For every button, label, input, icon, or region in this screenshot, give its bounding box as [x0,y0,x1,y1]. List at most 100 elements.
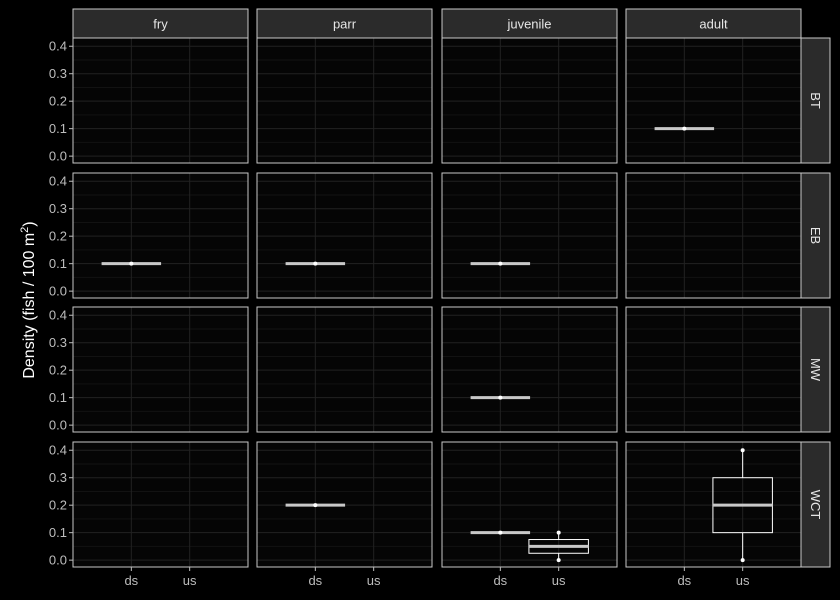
panel-background [626,38,801,163]
y-axis-title-main: Density (fish / 100 m [21,233,38,379]
panel-border [72,441,249,568]
panel-background [73,173,248,298]
panel-WCT-fry [72,441,249,568]
y-tick-label: 0.3 [49,335,67,350]
x-tick-label-us: us [367,573,381,588]
y-tick-label: 0.4 [49,174,67,189]
panel-BT-adult [625,37,802,164]
y-axis-title-close: ) [21,221,38,226]
data-point [129,261,134,266]
y-tick-label: 0.3 [49,66,67,81]
boxplot-WCT-juvenile-ds [470,530,531,535]
panel-WCT-juvenile [441,441,618,568]
panel-border [441,37,618,164]
panel-border [256,172,433,299]
panel-background [442,442,617,567]
panel-BT-fry [72,37,249,164]
panel-MW-adult [625,306,802,433]
panel-border [72,306,249,433]
data-point [556,530,561,535]
boxplot-WCT-adult-us [712,448,773,563]
x-tick-label-ds: ds [124,573,138,588]
y-axis-title: Density (fish / 100 m2) [19,221,38,378]
facet-label-EB: EB [808,227,823,244]
facet-label-fry: fry [153,17,168,32]
panel-background [626,173,801,298]
y-tick-label: 0.4 [49,39,67,54]
panel-background [257,38,432,163]
data-point [556,558,561,563]
panel-border [625,37,802,164]
panel-border [625,172,802,299]
y-tick-label: 0.0 [49,284,67,299]
panel-border [441,172,618,299]
panel-background [257,307,432,432]
data-point [313,261,318,266]
panel-background [442,38,617,163]
data-point [498,530,503,535]
data-point [740,448,745,453]
boxplot-MW-juvenile-ds [470,395,531,400]
y-axis-title-superscript: 2 [19,227,31,233]
panel-EB-adult [625,172,802,299]
boxplot-EB-juvenile-ds [470,261,531,266]
panel-border [441,441,618,568]
facet-label-BT: BT [808,92,823,109]
facet-strip-WCT [800,441,831,568]
panel-MW-fry [72,306,249,433]
facet-strip-BT [800,37,831,164]
panel-MW-juvenile [441,306,618,433]
panel-background [73,38,248,163]
facet-strip-parr [256,8,433,39]
data-point [498,395,503,400]
y-tick-label: 0.3 [49,470,67,485]
facet-strip-MW [800,306,831,433]
panel-border [256,37,433,164]
data-point [498,261,503,266]
facet-label-adult: adult [699,17,728,32]
y-tick-label: 0.2 [49,94,67,109]
facet-label-MW: MW [808,358,823,382]
facet-label-WCT: WCT [808,490,823,520]
panel-border [72,172,249,299]
boxplot-WCT-juvenile-us [528,530,589,563]
y-tick-label: 0.2 [49,498,67,513]
y-tick-label: 0.4 [49,443,67,458]
boxplot-WCT-parr-ds [285,503,346,508]
y-tick-label: 0.0 [49,553,67,568]
y-tick-label: 0.0 [49,149,67,164]
y-tick-label: 0.1 [49,390,67,405]
y-tick-label: 0.2 [49,229,67,244]
panel-BT-juvenile [441,37,618,164]
facet-label-juvenile: juvenile [506,17,551,32]
boxplot-EB-fry-ds [101,261,162,266]
panel-background [442,307,617,432]
data-point [682,126,687,131]
facet-label-parr: parr [333,17,357,32]
panel-background [257,173,432,298]
y-tick-label: 0.4 [49,308,67,323]
data-point [740,558,745,563]
facet-panels: fry parr juvenile adult BT EB MW WCT 0.0 0.1 0.2 0.… [49,8,831,588]
panel-background [442,173,617,298]
y-tick-label: 0.0 [49,418,67,433]
panel-EB-juvenile [441,172,618,299]
panel-background [626,307,801,432]
boxplot-EB-parr-ds [285,261,346,266]
x-tick-label-ds: ds [493,573,507,588]
x-tick-label-us: us [736,573,750,588]
panel-border [256,441,433,568]
y-tick-label: 0.1 [49,121,67,136]
panel-border [441,306,618,433]
facet-strip-juvenile [441,8,618,39]
panel-border [72,37,249,164]
panel-EB-fry [72,172,249,299]
panel-BT-parr [256,37,433,164]
panel-WCT-parr [256,441,433,568]
y-tick-label: 0.1 [49,525,67,540]
y-tick-label: 0.3 [49,201,67,216]
panel-border [625,441,802,568]
boxplot-BT-adult-ds [654,126,715,131]
x-tick-label-us: us [552,573,566,588]
